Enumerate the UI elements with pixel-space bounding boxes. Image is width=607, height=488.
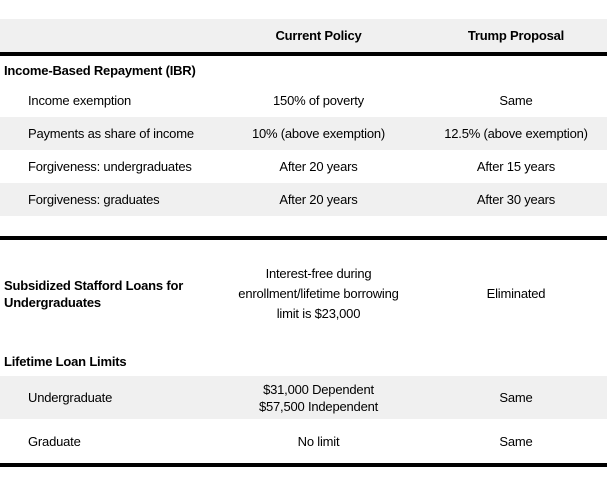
table-row-income-exemption: Income exemption 150% of poverty Same	[0, 84, 607, 117]
row-label: Forgiveness: undergraduates	[28, 159, 192, 174]
cell-current-policy: 10% (above exemption)	[251, 126, 386, 141]
cell-trump-proposal: After 30 years	[476, 192, 556, 207]
section-header-ibr: Income-Based Repayment (IBR)	[0, 56, 607, 84]
cell-line-2: $57,500 Independent	[258, 398, 379, 414]
column-header-trump-proposal: Trump Proposal	[467, 28, 565, 43]
cell-line-3: limit is $23,000	[276, 305, 361, 321]
row-label-line-1: Subsidized Stafford Loans for	[4, 277, 184, 293]
section-header-lifetime-loan-limits: Lifetime Loan Limits	[0, 347, 607, 376]
cell-trump-proposal: Same	[499, 433, 533, 449]
row-label: Payments as share of income	[28, 126, 194, 141]
cell-current-policy: Interest-free during enrollment/lifetime…	[212, 264, 425, 324]
divider-middle	[0, 236, 607, 240]
cell-trump-proposal: Same	[499, 93, 533, 108]
divider-bottom	[0, 463, 607, 467]
row-label: Undergraduate	[28, 390, 113, 405]
section-title-ibr: Income-Based Repayment (IBR)	[4, 62, 196, 78]
cell-current-policy: No limit	[297, 433, 340, 449]
table-row-subsidized-stafford: Subsidized Stafford Loans for Undergradu…	[0, 240, 607, 347]
row-label-line-2: Undergraduates	[4, 294, 101, 310]
table-row-forgiveness-graduates: Forgiveness: graduates After 20 years Af…	[0, 183, 607, 216]
cell-trump-proposal: Same	[499, 390, 533, 405]
cell-trump-proposal: 12.5% (above exemption)	[444, 126, 588, 141]
table-row-undergraduate-limit: Undergraduate $31,000 Dependent $57,500 …	[0, 376, 607, 419]
row-label: Income exemption	[28, 93, 132, 108]
table-row-forgiveness-undergraduates: Forgiveness: undergraduates After 20 yea…	[0, 150, 607, 183]
row-label: Subsidized Stafford Loans for Undergradu…	[0, 277, 212, 311]
column-header-current-policy: Current Policy	[275, 28, 362, 43]
cell-line-1: $31,000 Dependent	[263, 381, 374, 397]
cell-current-policy: After 20 years	[279, 192, 358, 207]
cell-current-policy: $31,000 Dependent $57,500 Independent	[212, 381, 425, 415]
bottom-spacer	[0, 467, 607, 488]
section-gap	[0, 216, 607, 236]
cell-line-1: Interest-free during	[265, 265, 372, 281]
table-row-graduate-limit: Graduate No limit Same	[0, 419, 607, 463]
cell-trump-proposal: After 15 years	[476, 159, 556, 174]
cell-current-policy: After 20 years	[279, 159, 358, 174]
table-header-row: Current Policy Trump Proposal	[0, 19, 607, 52]
divider-top	[0, 52, 607, 56]
top-spacer	[0, 0, 607, 19]
row-label: Graduate	[28, 433, 81, 449]
cell-line-2: enrollment/lifetime borrowing	[238, 285, 399, 301]
cell-current-policy: 150% of poverty	[273, 93, 364, 108]
cell-trump-proposal: Eliminated	[486, 286, 546, 301]
section-title-lifetime-loan-limits: Lifetime Loan Limits	[4, 354, 127, 369]
row-label: Forgiveness: graduates	[28, 192, 160, 207]
table-row-payments-share: Payments as share of income 10% (above e…	[0, 117, 607, 150]
